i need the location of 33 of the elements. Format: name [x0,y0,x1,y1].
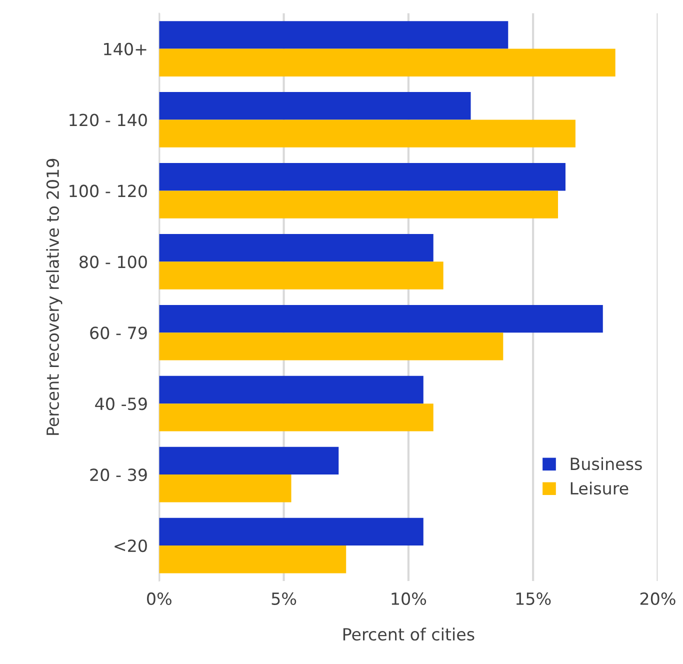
bar [159,404,434,432]
bar [159,518,424,546]
y-tick-label: 80 - 100 [80,256,147,268]
x-tick-label: 20% [640,592,676,606]
bar [159,546,346,574]
bar [159,48,616,76]
y-axis-title: Percent recovery relative to 2019 [46,158,62,435]
y-tick-label: 40 -59 [95,398,147,410]
legend-label: Business [570,457,642,470]
y-tick-label: 60 - 79 [90,326,147,340]
bar [159,120,576,148]
bar [159,304,603,333]
x-tick-label: 5% [272,592,296,606]
bar [159,92,471,120]
bar [159,262,444,290]
bar [159,21,508,49]
x-tick-label: 0% [147,592,172,606]
x-tick-label: 10% [392,592,426,606]
y-tick-label: 140+ [104,42,146,56]
y-tick-label: <20 [114,539,147,552]
x-axis-title: Percent of cities [343,628,474,641]
bar [159,163,566,191]
y-tick-label: 20 - 39 [90,468,147,482]
legend-label: Leisure [570,482,628,495]
bar [159,234,434,262]
bar [159,446,339,475]
bar [159,190,558,218]
bar [159,474,292,502]
y-tick-label: 100 - 120 [70,184,147,198]
bar [159,376,424,404]
y-tick-label: 120 - 140 [70,114,147,126]
x-tick-label: 15% [516,592,551,606]
bar [159,332,504,360]
